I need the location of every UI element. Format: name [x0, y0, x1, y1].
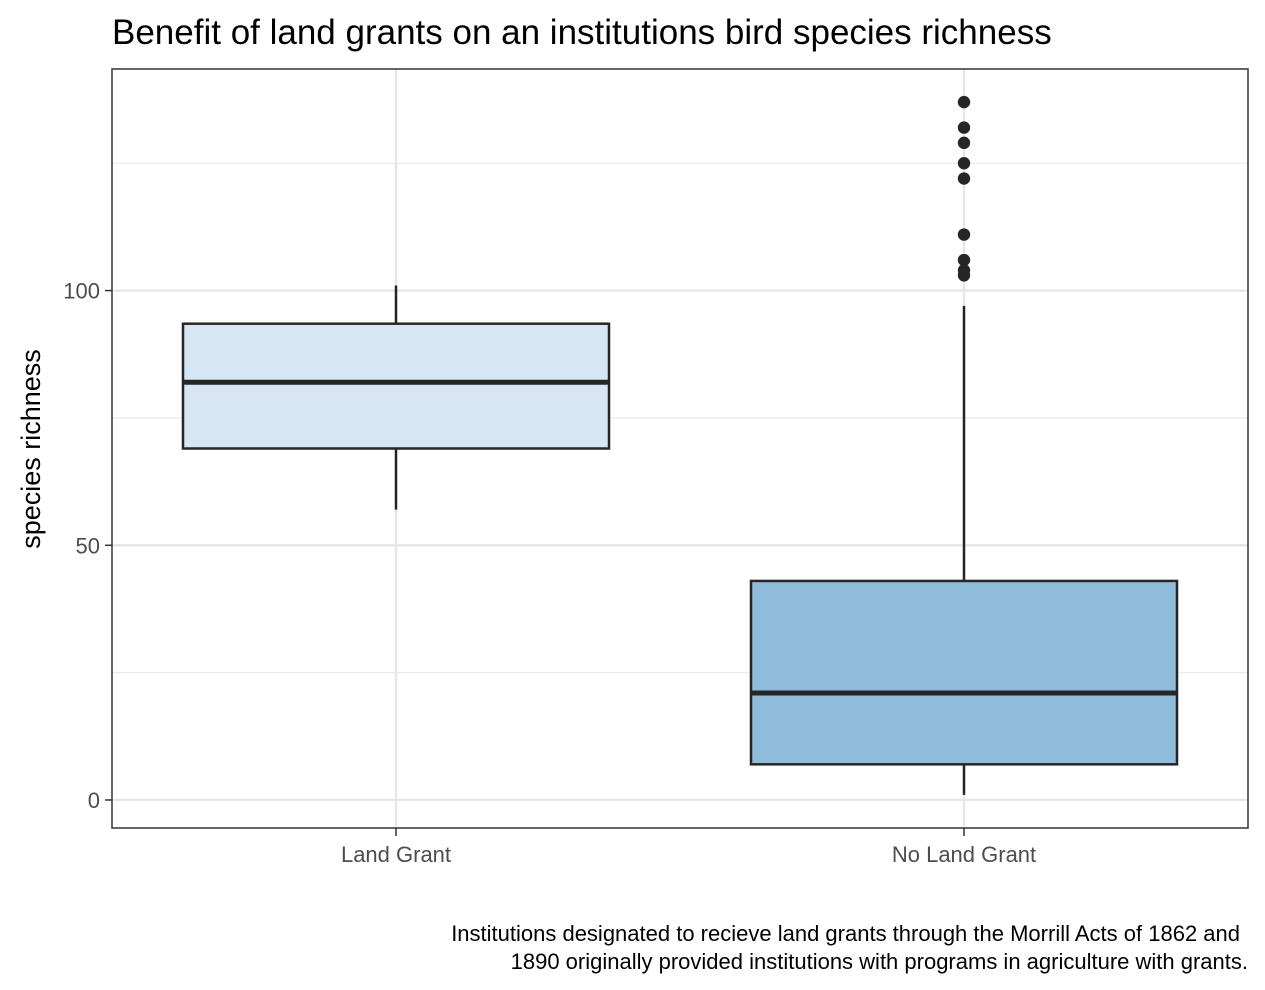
y-tick-label: 0 — [88, 788, 100, 813]
x-tick-label: No Land Grant — [892, 842, 1036, 867]
outlier-point — [957, 264, 971, 277]
y-axis-label: species richness — [16, 349, 46, 549]
box-iqr — [181, 322, 611, 450]
panel-border — [111, 68, 1249, 829]
outlier-point — [957, 253, 971, 267]
y-tick-label: 100 — [63, 279, 100, 304]
box-1 — [181, 285, 611, 510]
outlier-point — [957, 121, 971, 134]
caption-line-2: 1890 originally provided institutions wi… — [511, 949, 1248, 974]
x-tick-label: Land Grant — [341, 842, 451, 867]
box-2 — [749, 95, 1179, 795]
y-tick-label: 50 — [76, 533, 100, 558]
x-axis: Land Grant No Land Grant — [341, 828, 1036, 867]
boxes — [181, 95, 1179, 795]
outlier-point — [957, 95, 971, 109]
chart-title: Benefit of land grants on an institution… — [112, 13, 1052, 52]
outlier-point — [957, 172, 971, 185]
box-iqr — [749, 579, 1179, 766]
outlier-point — [957, 136, 971, 150]
y-axis: 0 50 100 — [63, 279, 112, 813]
outlier-point — [957, 228, 971, 241]
outlier-point — [957, 157, 971, 170]
caption-line-1: Institutions designated to recieve land … — [451, 921, 1240, 946]
plot-panel — [111, 68, 1249, 829]
